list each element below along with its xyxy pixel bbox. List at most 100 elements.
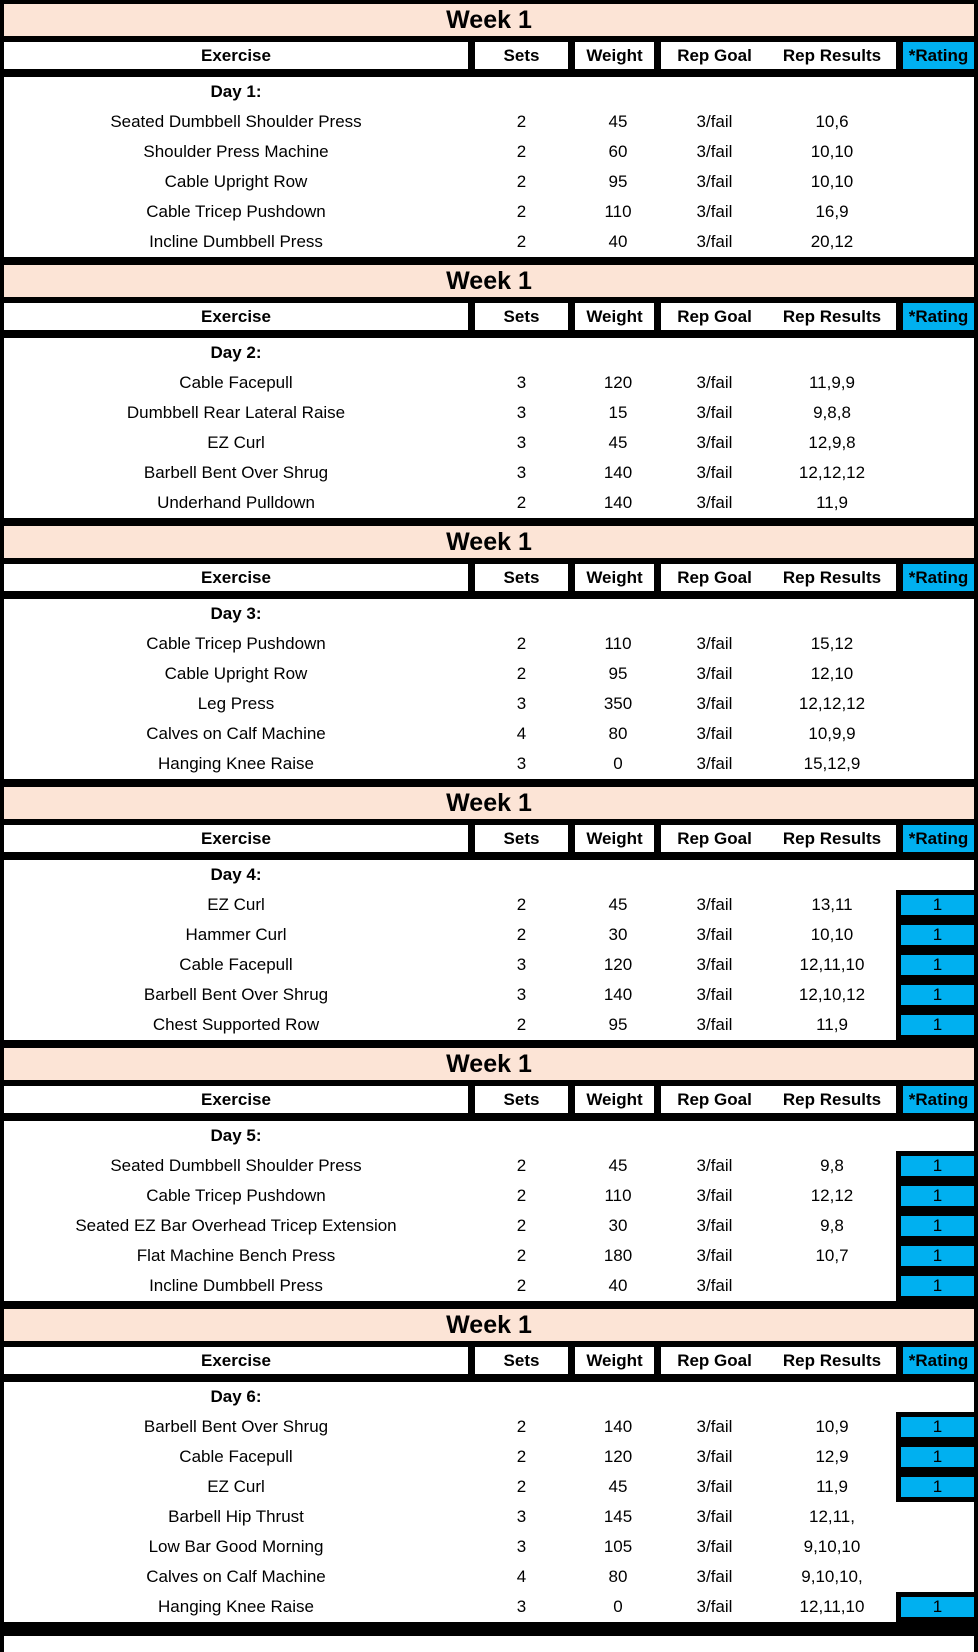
rep-results-cell[interactable]: 20,12 bbox=[810, 232, 854, 251]
exercise-name-cell[interactable]: Cable Tricep Pushdown bbox=[146, 202, 326, 221]
weight-cell[interactable]: 45 bbox=[608, 433, 628, 452]
sets-cell[interactable]: 2 bbox=[516, 1276, 527, 1295]
sets-cell[interactable]: 2 bbox=[516, 142, 527, 161]
rep-goal-cell[interactable]: 3/fail bbox=[696, 172, 733, 191]
sets-cell[interactable]: 3 bbox=[516, 1537, 527, 1556]
rating-value-box[interactable]: 1 bbox=[896, 1592, 974, 1622]
weight-cell[interactable]: 140 bbox=[603, 493, 633, 512]
rep-results-cell[interactable]: 12,11,10 bbox=[799, 955, 865, 974]
rep-results-cell[interactable]: 10,6 bbox=[815, 112, 849, 131]
weight-cell[interactable]: 0 bbox=[613, 1597, 623, 1616]
sets-cell[interactable]: 2 bbox=[516, 1186, 527, 1205]
sets-cell[interactable]: 2 bbox=[516, 1246, 527, 1265]
exercise-name-cell[interactable]: EZ Curl bbox=[207, 433, 265, 452]
weight-cell[interactable]: 95 bbox=[608, 172, 628, 191]
rating-value-box[interactable]: 1 bbox=[896, 1181, 974, 1211]
rep-results-cell[interactable]: 11,9 bbox=[816, 493, 848, 512]
sets-cell[interactable]: 3 bbox=[516, 463, 527, 482]
rep-goal-cell[interactable]: 3/fail bbox=[696, 1507, 733, 1526]
sets-cell[interactable]: 2 bbox=[516, 1156, 527, 1175]
rep-results-cell[interactable]: 11,9,9 bbox=[808, 373, 855, 392]
rep-results-cell[interactable]: 12,12,12 bbox=[798, 694, 866, 713]
rep-goal-cell[interactable]: 3/fail bbox=[696, 463, 733, 482]
rep-goal-cell[interactable]: 3/fail bbox=[696, 493, 733, 512]
exercise-name-cell[interactable]: Cable Facepull bbox=[179, 1447, 293, 1466]
weight-cell[interactable]: 30 bbox=[608, 1216, 628, 1235]
rep-results-cell[interactable]: 12,11, bbox=[808, 1507, 855, 1526]
exercise-name-cell[interactable]: Seated EZ Bar Overhead Tricep Extension bbox=[75, 1216, 397, 1235]
weight-cell[interactable]: 95 bbox=[608, 664, 628, 683]
weight-cell[interactable]: 80 bbox=[608, 724, 628, 743]
rating-value-box[interactable]: 1 bbox=[896, 1151, 974, 1181]
rep-goal-cell[interactable]: 3/fail bbox=[696, 142, 733, 161]
rating-value-box[interactable]: 1 bbox=[896, 920, 974, 950]
weight-cell[interactable]: 45 bbox=[608, 1156, 628, 1175]
weight-cell[interactable]: 140 bbox=[603, 1417, 633, 1436]
rep-goal-cell[interactable]: 3/fail bbox=[696, 1447, 733, 1466]
sets-cell[interactable]: 2 bbox=[516, 112, 527, 131]
rating-value-box[interactable]: 1 bbox=[896, 1241, 974, 1271]
sets-cell[interactable]: 2 bbox=[516, 925, 527, 944]
rep-goal-cell[interactable]: 3/fail bbox=[696, 895, 733, 914]
sets-cell[interactable]: 2 bbox=[516, 1447, 527, 1466]
exercise-name-cell[interactable]: Chest Supported Row bbox=[152, 1015, 320, 1034]
sets-cell[interactable]: 2 bbox=[516, 895, 527, 914]
weight-cell[interactable]: 110 bbox=[604, 1186, 632, 1205]
rep-goal-cell[interactable]: 3/fail bbox=[696, 754, 733, 773]
rep-goal-cell[interactable]: 3/fail bbox=[696, 1015, 733, 1034]
rep-results-cell[interactable]: 12,11,10 bbox=[799, 1597, 865, 1616]
exercise-name-cell[interactable]: Cable Upright Row bbox=[164, 664, 308, 683]
sets-cell[interactable]: 3 bbox=[516, 433, 527, 452]
rep-results-cell[interactable]: 10,10 bbox=[810, 925, 854, 944]
rep-goal-cell[interactable]: 3/fail bbox=[696, 433, 733, 452]
sets-cell[interactable]: 3 bbox=[516, 694, 527, 713]
exercise-name-cell[interactable]: Shoulder Press Machine bbox=[143, 142, 329, 161]
rep-goal-cell[interactable]: 3/fail bbox=[696, 1156, 733, 1175]
exercise-name-cell[interactable]: Flat Machine Bench Press bbox=[136, 1246, 336, 1265]
rep-results-cell[interactable]: 15,12 bbox=[810, 634, 854, 653]
sets-cell[interactable]: 3 bbox=[516, 373, 527, 392]
rating-value-box[interactable]: 1 bbox=[896, 1211, 974, 1241]
rep-goal-cell[interactable]: 3/fail bbox=[696, 724, 733, 743]
rep-goal-cell[interactable]: 3/fail bbox=[696, 1417, 733, 1436]
rating-value-box[interactable]: 1 bbox=[896, 1442, 974, 1472]
sets-cell[interactable]: 2 bbox=[516, 202, 527, 221]
exercise-name-cell[interactable]: Cable Tricep Pushdown bbox=[146, 1186, 326, 1205]
weight-cell[interactable]: 60 bbox=[608, 142, 628, 161]
exercise-name-cell[interactable]: Calves on Calf Machine bbox=[146, 1567, 326, 1586]
exercise-name-cell[interactable]: Incline Dumbbell Press bbox=[149, 1276, 323, 1295]
rep-results-cell[interactable]: 11,9 bbox=[816, 1477, 848, 1496]
rep-results-cell[interactable]: 15,12,9 bbox=[803, 754, 861, 773]
sets-cell[interactable]: 2 bbox=[516, 1417, 527, 1436]
exercise-name-cell[interactable]: Seated Dumbbell Shoulder Press bbox=[110, 112, 362, 131]
rep-goal-cell[interactable]: 3/fail bbox=[696, 373, 733, 392]
weight-cell[interactable]: 180 bbox=[603, 1246, 633, 1265]
exercise-name-cell[interactable]: Calves on Calf Machine bbox=[146, 724, 326, 743]
rep-results-cell[interactable]: 12,10 bbox=[810, 664, 854, 683]
rep-results-cell[interactable]: 9,8 bbox=[820, 1156, 844, 1175]
exercise-name-cell[interactable]: Underhand Pulldown bbox=[157, 493, 315, 512]
sets-cell[interactable]: 2 bbox=[516, 493, 527, 512]
sets-cell[interactable]: 3 bbox=[516, 1507, 527, 1526]
rep-results-cell[interactable]: 10,10 bbox=[810, 142, 854, 161]
sets-cell[interactable]: 4 bbox=[516, 1567, 527, 1586]
exercise-name-cell[interactable]: Hanging Knee Raise bbox=[158, 1597, 314, 1616]
exercise-name-cell[interactable]: Dumbbell Rear Lateral Raise bbox=[126, 403, 346, 422]
weight-cell[interactable]: 110 bbox=[604, 634, 632, 653]
exercise-name-cell[interactable]: Hammer Curl bbox=[185, 925, 287, 944]
sets-cell[interactable]: 3 bbox=[516, 403, 527, 422]
rep-goal-cell[interactable]: 3/fail bbox=[696, 1567, 733, 1586]
rep-results-cell[interactable]: 9,8 bbox=[820, 1216, 844, 1235]
rep-results-cell[interactable]: 9,8,8 bbox=[813, 403, 851, 422]
sets-cell[interactable]: 2 bbox=[516, 232, 527, 251]
exercise-name-cell[interactable]: Barbell Bent Over Shrug bbox=[143, 985, 329, 1004]
rep-goal-cell[interactable]: 3/fail bbox=[696, 1276, 733, 1295]
rep-goal-cell[interactable]: 3/fail bbox=[696, 985, 733, 1004]
rating-value-box[interactable]: 1 bbox=[896, 950, 974, 980]
exercise-name-cell[interactable]: Barbell Bent Over Shrug bbox=[143, 463, 329, 482]
exercise-name-cell[interactable]: Cable Tricep Pushdown bbox=[146, 634, 326, 653]
exercise-name-cell[interactable]: Cable Facepull bbox=[179, 955, 293, 974]
weight-cell[interactable]: 45 bbox=[608, 112, 628, 131]
rep-goal-cell[interactable]: 3/fail bbox=[696, 1477, 733, 1496]
sets-cell[interactable]: 3 bbox=[516, 754, 527, 773]
